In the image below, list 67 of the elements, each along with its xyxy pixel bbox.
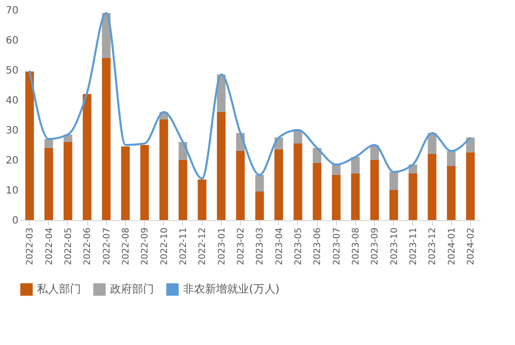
y-tick-label: 70 [6, 6, 18, 16]
bar [446, 151, 456, 166]
bar [332, 175, 341, 220]
x-tick-label: 2022-03 [26, 228, 36, 266]
bar [64, 142, 72, 220]
x-tick-label: 2022-07 [102, 228, 112, 266]
x-tick-label: 2023-09 [370, 227, 381, 266]
bar [121, 146, 130, 220]
bar [255, 192, 264, 220]
bar [446, 166, 456, 220]
bar [408, 174, 418, 220]
bar [466, 152, 475, 220]
x-tick-label: 2023-05 [294, 228, 304, 266]
x-tick-label: 2023-10 [390, 227, 400, 266]
bar [351, 174, 360, 220]
bar [178, 160, 188, 220]
x-tick-label: 2023-02 [236, 228, 246, 266]
x-tick-label: 2022-09 [140, 227, 151, 266]
y-tick-label: 50 [6, 66, 18, 76]
x-tick-label: 2023-07 [332, 228, 342, 266]
x-tick-label: 2022-08 [121, 227, 132, 266]
bar [102, 58, 111, 220]
legend-label: 非农新增就业(万人) [183, 282, 280, 296]
bar [44, 139, 54, 148]
bar [389, 172, 398, 190]
bar [198, 180, 206, 220]
bar [312, 163, 322, 220]
x-tick-label: 2022-05 [64, 228, 74, 266]
x-tick-label: 2023-04 [274, 227, 285, 266]
bar [351, 157, 360, 174]
x-tick-label: 2023-08 [351, 227, 362, 266]
y-tick-label: 40 [6, 96, 18, 106]
x-tick-label: 2023-03 [256, 228, 266, 266]
y-tick-label: 30 [6, 126, 18, 136]
line-series [28, 12, 472, 180]
x-tick-label: 2023-11 [408, 228, 419, 266]
x-tick-label: 2024-01 [447, 228, 458, 266]
bar [274, 150, 284, 220]
bar [255, 175, 264, 192]
bar [82, 94, 92, 220]
bar [159, 120, 168, 220]
x-tick-label: 2024-02 [466, 228, 476, 266]
bar [25, 72, 34, 220]
x-tick-label: 2022-10 [160, 227, 170, 266]
legend-label: 政府部门 [110, 282, 154, 296]
bar [466, 138, 475, 152]
y-tick-label: 0 [12, 216, 18, 226]
bar [370, 160, 379, 220]
y-tick-label: 60 [6, 36, 18, 46]
y-tick-label: 20 [6, 156, 18, 166]
bar [44, 148, 54, 220]
bar [216, 112, 226, 220]
x-tick-label: 2022-06 [83, 227, 94, 266]
x-tick-label: 2022-04 [44, 227, 55, 266]
x-tick-label: 2023-06 [313, 227, 324, 266]
bar [236, 151, 245, 220]
legend-label: 私人部门 [37, 282, 81, 296]
x-tick-label: 2022-12 [198, 228, 208, 266]
bar [389, 190, 398, 220]
bar [140, 145, 149, 220]
x-tick-label: 2022-11 [178, 228, 189, 266]
x-tick-label: 2023-12 [428, 228, 438, 266]
bar [294, 144, 302, 220]
y-tick-label: 10 [6, 186, 18, 196]
x-tick-label: 2023-01 [217, 228, 228, 266]
bar [332, 164, 341, 175]
bar [428, 154, 436, 220]
